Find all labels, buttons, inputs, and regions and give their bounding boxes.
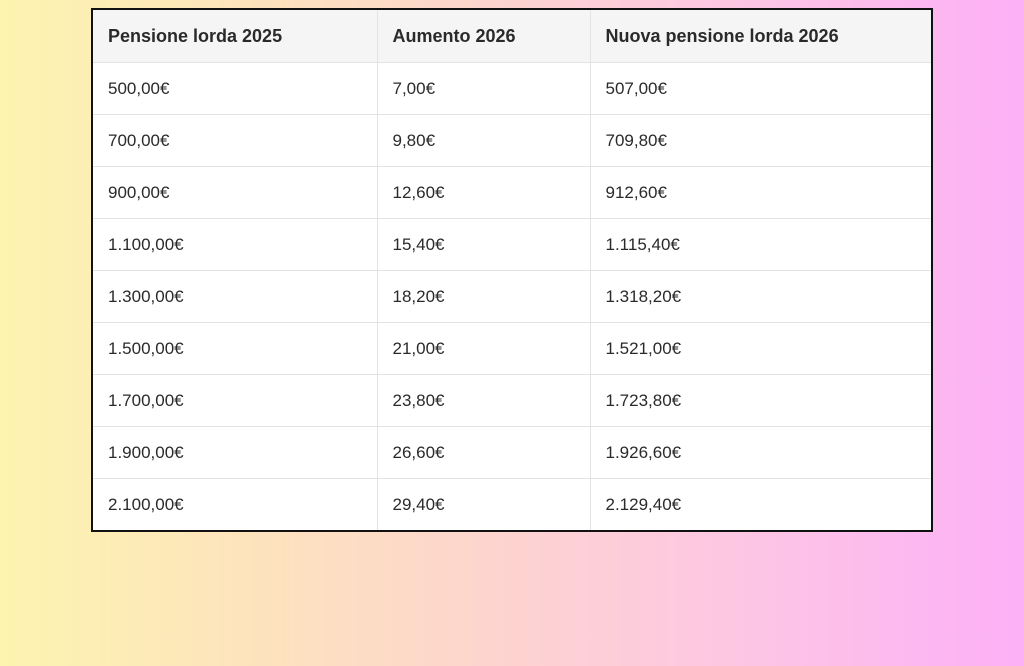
cell-nuova-pensione-2026: 2.129,40€ xyxy=(589,478,931,530)
header-nuova-pensione-2026: Nuova pensione lorda 2026 xyxy=(589,10,931,63)
table-row: 900,00€ 12,60€ 912,60€ xyxy=(93,166,931,219)
cell-nuova-pensione-2026: 507,00€ xyxy=(589,62,931,115)
table-row: 1.500,00€ 21,00€ 1.521,00€ xyxy=(93,322,931,375)
table-row: 1.300,00€ 18,20€ 1.318,20€ xyxy=(93,270,931,323)
pension-table: Pensione lorda 2025 Aumento 2026 Nuova p… xyxy=(93,10,931,530)
cell-pensione-2025: 700,00€ xyxy=(93,114,378,167)
cell-aumento-2026: 29,40€ xyxy=(376,478,591,530)
cell-pensione-2025: 1.300,00€ xyxy=(93,270,378,323)
table-row: 1.900,00€ 26,60€ 1.926,60€ xyxy=(93,426,931,479)
cell-aumento-2026: 23,80€ xyxy=(376,374,591,427)
cell-nuova-pensione-2026: 1.115,40€ xyxy=(589,218,931,271)
table-row: 700,00€ 9,80€ 709,80€ xyxy=(93,114,931,167)
cell-aumento-2026: 12,60€ xyxy=(376,166,591,219)
cell-pensione-2025: 500,00€ xyxy=(93,62,378,115)
cell-nuova-pensione-2026: 1.926,60€ xyxy=(589,426,931,479)
header-aumento-2026: Aumento 2026 xyxy=(376,10,591,63)
cell-aumento-2026: 15,40€ xyxy=(376,218,591,271)
table-row: 1.700,00€ 23,80€ 1.723,80€ xyxy=(93,374,931,427)
cell-pensione-2025: 1.500,00€ xyxy=(93,322,378,375)
cell-nuova-pensione-2026: 1.521,00€ xyxy=(589,322,931,375)
cell-aumento-2026: 7,00€ xyxy=(376,62,591,115)
cell-nuova-pensione-2026: 912,60€ xyxy=(589,166,931,219)
cell-pensione-2025: 1.100,00€ xyxy=(93,218,378,271)
header-pensione-2025: Pensione lorda 2025 xyxy=(93,10,378,63)
table-row: 500,00€ 7,00€ 507,00€ xyxy=(93,62,931,115)
cell-pensione-2025: 900,00€ xyxy=(93,166,378,219)
table-row: 2.100,00€ 29,40€ 2.129,40€ xyxy=(93,478,931,530)
table-row: 1.100,00€ 15,40€ 1.115,40€ xyxy=(93,218,931,271)
cell-aumento-2026: 18,20€ xyxy=(376,270,591,323)
cell-pensione-2025: 2.100,00€ xyxy=(93,478,378,530)
cell-pensione-2025: 1.700,00€ xyxy=(93,374,378,427)
cell-nuova-pensione-2026: 709,80€ xyxy=(589,114,931,167)
cell-nuova-pensione-2026: 1.318,20€ xyxy=(589,270,931,323)
cell-aumento-2026: 21,00€ xyxy=(376,322,591,375)
cell-nuova-pensione-2026: 1.723,80€ xyxy=(589,374,931,427)
cell-aumento-2026: 9,80€ xyxy=(376,114,591,167)
table-header-row: Pensione lorda 2025 Aumento 2026 Nuova p… xyxy=(93,10,931,63)
cell-aumento-2026: 26,60€ xyxy=(376,426,591,479)
cell-pensione-2025: 1.900,00€ xyxy=(93,426,378,479)
pension-table-container: Pensione lorda 2025 Aumento 2026 Nuova p… xyxy=(91,8,933,532)
